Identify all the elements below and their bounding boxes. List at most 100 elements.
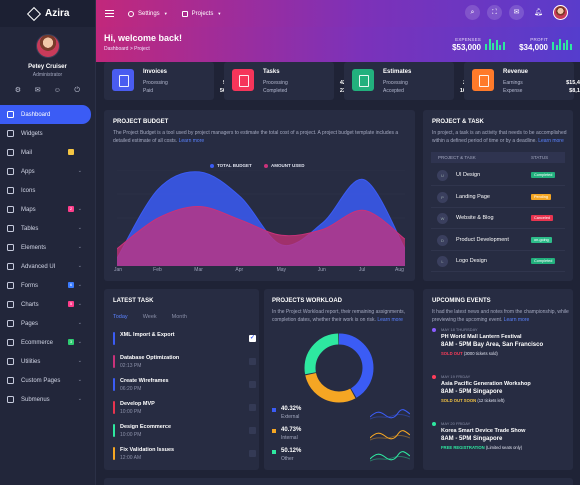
kpi-row-label: Processing xyxy=(143,80,168,86)
donut-segment-internal[interactable] xyxy=(304,333,374,403)
donut-segment-other[interactable] xyxy=(304,333,374,403)
workload-row-other[interactable]: 50.12% Other xyxy=(272,448,418,468)
hamburger-menu-icon[interactable] xyxy=(105,8,114,19)
tab-week[interactable]: Week xyxy=(142,314,157,320)
spark-bar xyxy=(555,45,558,50)
table-row[interactable]: U UI Design Completed xyxy=(431,165,565,186)
projects-dropdown[interactable]: Projects ▼ xyxy=(181,10,221,17)
chevron-down-icon: ⌄ xyxy=(77,358,82,364)
settings-dropdown[interactable]: Settings ▼ xyxy=(128,10,168,17)
sidebar-item-submenus[interactable]: Submenus ⌄ xyxy=(0,390,95,409)
sidebar-item-elements[interactable]: Elements ⌄ xyxy=(0,238,95,257)
avatar[interactable] xyxy=(35,34,60,58)
kpi-card-estimates[interactable]: Estimates Processing2 Accepted 16 xyxy=(344,62,466,100)
legend-amount-used[interactable]: AMOUNT USED xyxy=(264,163,305,168)
search-icon[interactable]: ⌕ xyxy=(465,5,480,20)
sidebar-item-label: Charts xyxy=(21,301,39,308)
sidebar-item-label: Ecommerce xyxy=(21,339,54,346)
power-icon[interactable]: ⏻ xyxy=(74,87,80,94)
task-checkbox[interactable] xyxy=(249,358,256,365)
sidebar-item-tables[interactable]: Tables ⌄ xyxy=(0,219,95,238)
event-title: PH World Mall Lantern Festival xyxy=(441,334,522,340)
task-item[interactable]: Create Wireframes 06:20 PM xyxy=(113,376,256,396)
kpi-card-tasks[interactable]: Tasks Processing 42 Completed 23 xyxy=(224,62,346,100)
table-row[interactable]: D Product Development on-going xyxy=(431,230,565,251)
kpi-card-revenue[interactable]: Revenue Earnings $15,425 Expense $8,147 xyxy=(464,62,580,100)
forms-icon xyxy=(7,282,14,289)
ptask-learn-more-link[interactable]: Learn more xyxy=(538,137,564,144)
event-tag: SOLD OUT SOON xyxy=(441,398,477,403)
series-area-amount-used[interactable] xyxy=(117,206,405,266)
sidebar-item-custom-pages[interactable]: Custom Pages ⌄ xyxy=(0,371,95,390)
project-avatar: L xyxy=(437,256,448,267)
task-checkbox[interactable] xyxy=(249,334,256,342)
sidebar-item-pages[interactable]: Pages ⌄ xyxy=(0,314,95,333)
table-header: PROJECT & TASK STATUS xyxy=(431,152,565,163)
chevron-down-icon: ⌄ xyxy=(77,320,82,326)
project-name: Product Development xyxy=(456,236,509,243)
fullscreen-icon[interactable]: ⛶ xyxy=(487,5,502,20)
events-learn-more-link[interactable]: Learn more xyxy=(503,316,530,323)
kpi-row-value: $8,147 xyxy=(569,88,580,94)
workload-row-external[interactable]: 40.32% External xyxy=(272,406,418,426)
kpi-row-label: Accepted xyxy=(383,88,404,94)
budget-learn-more-link[interactable]: Learn more xyxy=(178,137,205,144)
task-checkbox[interactable] xyxy=(249,381,256,388)
donut-segment-external[interactable] xyxy=(304,333,374,403)
sidebar-item-utilities[interactable]: Utilities ⌄ xyxy=(0,352,95,371)
sidebar-item-mail[interactable]: Mail xyxy=(0,143,95,162)
task-item[interactable]: XML Import & Export xyxy=(113,330,256,350)
workload-value: 40.32% xyxy=(281,406,302,412)
mail-icon[interactable]: ✉ xyxy=(34,87,41,94)
breadcrumb[interactable]: Dashboard > Project xyxy=(104,46,150,52)
table-row[interactable]: P Landing Page Pending xyxy=(431,187,565,208)
sidebar-item-dashboard[interactable]: Dashboard xyxy=(0,105,91,124)
event-time: 8AM - 5PM Singapore xyxy=(441,436,503,442)
table-row[interactable]: L Logo Design Completed xyxy=(431,251,565,272)
budget-description: The Project Budget is a tool used by pro… xyxy=(113,130,408,145)
task-item[interactable]: Design Ecommerce 10:00 PM xyxy=(113,422,256,442)
custom-pages-icon xyxy=(7,377,14,384)
legend-total-budget[interactable]: TOTAL BUDGET xyxy=(210,163,252,168)
user-icon[interactable]: ☺ xyxy=(53,87,61,94)
tab-today[interactable]: Today xyxy=(113,314,128,320)
profile: Petey Cruiser Administrator ⚙ ✉ ☺ ⏻ xyxy=(0,27,95,95)
kpi-card-invoices[interactable]: Invoices Processing5 Paid 56 xyxy=(104,62,226,100)
task-item[interactable]: Develop MVP 10:00 PM xyxy=(113,399,256,419)
maps-icon xyxy=(7,206,14,213)
kpi-title: Tasks xyxy=(263,69,280,75)
task-item[interactable]: Database Optimization 02:13 PM xyxy=(113,353,256,373)
sidebar-item-maps[interactable]: Maps 2 ⌄ xyxy=(0,200,95,219)
gear-icon[interactable]: ⚙ xyxy=(14,87,22,94)
task-checkbox[interactable] xyxy=(249,427,256,434)
workload-learn-more-link[interactable]: Learn more xyxy=(377,316,403,323)
task-checkbox[interactable] xyxy=(249,450,256,457)
event-date: MAY 19 FRIDAY xyxy=(441,374,471,379)
workload-row-internal[interactable]: 40.73% Internal xyxy=(272,427,418,447)
sidebar-item-charts[interactable]: Charts 5 ⌄ xyxy=(0,295,95,314)
sidebar-item-label: Tables xyxy=(21,225,39,232)
spark-bar xyxy=(559,39,561,50)
brand-name: Azira xyxy=(45,8,70,19)
spark-bar xyxy=(562,42,565,50)
legend-swatch xyxy=(210,163,214,168)
table-row[interactable]: W Website & Blog Canceled xyxy=(431,208,565,229)
brand[interactable]: Azira xyxy=(0,0,95,27)
utilities-icon xyxy=(7,358,14,365)
bell-icon[interactable]: 🔔︎ xyxy=(534,9,543,16)
sidebar-item-ecommerce[interactable]: Ecommerce 3 ⌄ xyxy=(0,333,95,352)
legend-swatch xyxy=(272,429,276,433)
sidebar-item-forms[interactable]: Forms 6 ⌄ xyxy=(0,276,95,295)
tab-month[interactable]: Month xyxy=(171,314,187,320)
expenses-value: $53,000 xyxy=(452,43,481,52)
sidebar-item-widgets[interactable]: Widgets xyxy=(0,124,95,143)
sidebar-item-apps[interactable]: Apps ⌄ xyxy=(0,162,95,181)
sidebar-item-icons[interactable]: Icons xyxy=(0,181,95,200)
x-tick-label: Feb xyxy=(153,267,162,273)
sidebar-item-advanced-ui[interactable]: Advanced UI ⌄ xyxy=(0,257,95,276)
mail-icon[interactable]: ✉ xyxy=(509,5,524,20)
task-item[interactable]: Fix Validation Issues 12:00 AM xyxy=(113,445,256,465)
task-checkbox[interactable] xyxy=(249,404,256,411)
user-avatar[interactable] xyxy=(553,5,568,20)
status-badge: on-going xyxy=(531,236,552,243)
